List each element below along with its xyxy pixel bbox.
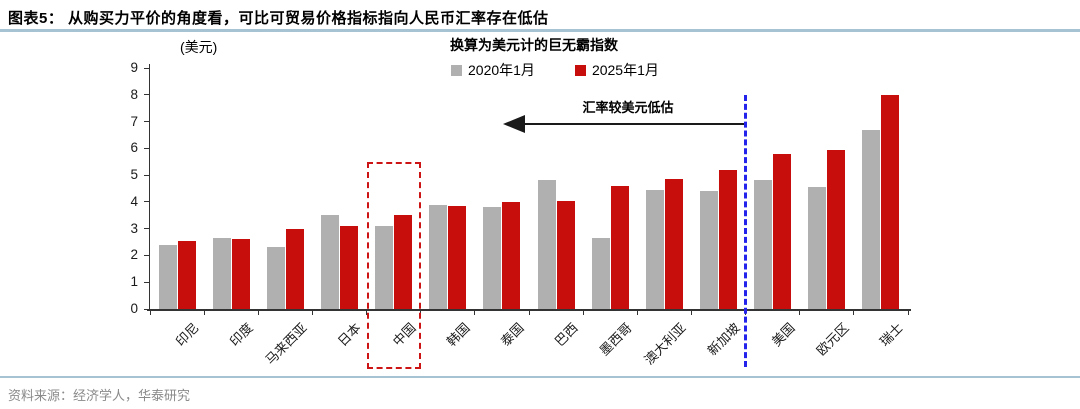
y-axis-tick xyxy=(143,94,149,96)
bar-2020-泰国 xyxy=(483,207,502,309)
bar-2025-瑞士 xyxy=(881,94,900,309)
x-axis-tick xyxy=(853,311,855,315)
bar-2020-马来西亚 xyxy=(266,247,285,309)
x-axis-label-墨西哥: 墨西哥 xyxy=(596,320,635,359)
bar-2025-巴西 xyxy=(556,200,575,309)
legend-label-2020: 2020年1月 xyxy=(468,62,535,78)
y-axis-unit-label: (美元) xyxy=(180,39,218,55)
y-axis-tick xyxy=(143,121,149,123)
y-axis-label: 3 xyxy=(130,220,138,236)
bar-2025-澳大利亚 xyxy=(664,179,683,309)
x-axis-label-马来西亚: 马来西亚 xyxy=(262,320,311,368)
x-axis-tick xyxy=(528,311,530,315)
y-axis-tick xyxy=(143,174,149,176)
y-axis-label: 0 xyxy=(130,301,138,316)
y-axis-label: 6 xyxy=(130,140,138,156)
x-axis-label-日本: 日本 xyxy=(335,320,365,350)
y-axis-label: 1 xyxy=(130,274,138,290)
y-axis-label: 2 xyxy=(130,247,138,263)
x-axis-label-瑞士: 瑞士 xyxy=(876,320,906,350)
x-axis-label-泰国: 泰国 xyxy=(497,320,527,350)
x-axis-tick xyxy=(311,311,313,315)
y-axis-line xyxy=(148,64,150,311)
x-axis-label-欧元区: 欧元区 xyxy=(813,320,852,359)
bar-2025-日本 xyxy=(340,225,358,309)
y-axis-label: 4 xyxy=(130,193,138,209)
x-axis-label-韩国: 韩国 xyxy=(443,320,473,350)
bar-2025-马来西亚 xyxy=(285,228,304,309)
x-axis-tick xyxy=(474,311,476,315)
x-axis-tick xyxy=(203,311,205,315)
title-divider xyxy=(0,29,1080,32)
y-axis-tick xyxy=(143,254,149,256)
bar-2020-墨西哥 xyxy=(591,238,610,309)
bar-2025-墨西哥 xyxy=(610,185,629,309)
legend-label-2025: 2025年1月 xyxy=(591,62,659,78)
legend-item-2025: 2025年1月 xyxy=(574,60,659,80)
bar-2020-瑞士 xyxy=(862,129,881,309)
x-axis-tick xyxy=(149,311,151,315)
bar-2025-欧元区 xyxy=(827,149,846,309)
y-axis-tick xyxy=(143,147,149,149)
x-axis-tick xyxy=(582,311,584,315)
x-axis-label-美国: 美国 xyxy=(768,320,798,350)
bar-2020-韩国 xyxy=(429,204,448,309)
x-axis-tick xyxy=(636,311,638,315)
x-axis-tick xyxy=(690,311,692,315)
usd-group-divider-line xyxy=(744,95,748,367)
y-axis-label: 9 xyxy=(130,60,138,75)
bar-2025-美国 xyxy=(773,153,792,309)
bar-2020-印度 xyxy=(212,238,231,309)
legend-item-2020: 2020年1月 xyxy=(451,60,535,80)
annotation-undervalued-label: 汇率较美元低估 xyxy=(582,100,674,115)
legend-swatch-2025-icon xyxy=(574,64,586,76)
bar-2025-韩国 xyxy=(448,205,467,309)
y-axis-tick xyxy=(143,228,149,230)
bar-2020-巴西 xyxy=(537,180,556,309)
y-axis-label: 8 xyxy=(130,86,138,102)
annotation-arrow-line xyxy=(522,123,744,125)
chart-legend: 2020年1月 2025年1月 xyxy=(451,60,659,80)
bar-2020-印尼 xyxy=(158,244,177,309)
source-note: 资料来源：经济学人，华泰研究 xyxy=(8,388,191,403)
y-axis-label: 5 xyxy=(130,167,138,183)
x-axis-label-印度: 印度 xyxy=(226,320,256,350)
bar-2025-印度 xyxy=(231,239,250,309)
y-axis-label: 7 xyxy=(130,113,138,129)
x-axis-tick xyxy=(257,311,259,315)
bar-2020-美国 xyxy=(754,180,773,309)
x-axis-tick xyxy=(799,311,801,315)
chart-title: 换算为美元计的巨无霸指数 xyxy=(450,37,618,53)
bar-2025-中国 xyxy=(394,215,413,309)
y-axis-tick xyxy=(143,201,149,203)
x-axis-label-巴西: 巴西 xyxy=(551,320,581,350)
x-axis-label-澳大利亚: 澳大利亚 xyxy=(641,320,690,368)
bar-2025-泰国 xyxy=(502,201,521,309)
x-axis-tick xyxy=(366,311,368,315)
x-axis-tick xyxy=(907,311,909,315)
footer-divider xyxy=(0,376,1080,378)
y-axis-tick xyxy=(143,281,149,283)
bar-2020-欧元区 xyxy=(808,187,827,309)
china-highlight-box xyxy=(366,162,421,369)
bar-2020-日本 xyxy=(321,215,339,309)
y-axis-tick xyxy=(143,67,149,69)
bar-2020-新加坡 xyxy=(700,191,718,309)
y-axis-tick xyxy=(143,308,149,310)
x-axis-label-新加坡: 新加坡 xyxy=(705,320,744,359)
legend-swatch-2020-icon xyxy=(451,64,462,76)
figure-title: 图表5： 从购买力平价的角度看，可比可贸易价格指标指向人民币汇率存在低估 xyxy=(8,10,549,27)
x-axis-tick xyxy=(420,311,422,315)
x-axis-line xyxy=(147,309,911,311)
bar-2025-新加坡 xyxy=(719,169,737,309)
left-arrow-icon xyxy=(503,115,525,133)
bar-2025-印尼 xyxy=(177,240,196,309)
bar-2020-中国 xyxy=(375,225,394,309)
x-axis-label-印尼: 印尼 xyxy=(172,320,202,350)
bar-2020-澳大利亚 xyxy=(645,189,664,309)
